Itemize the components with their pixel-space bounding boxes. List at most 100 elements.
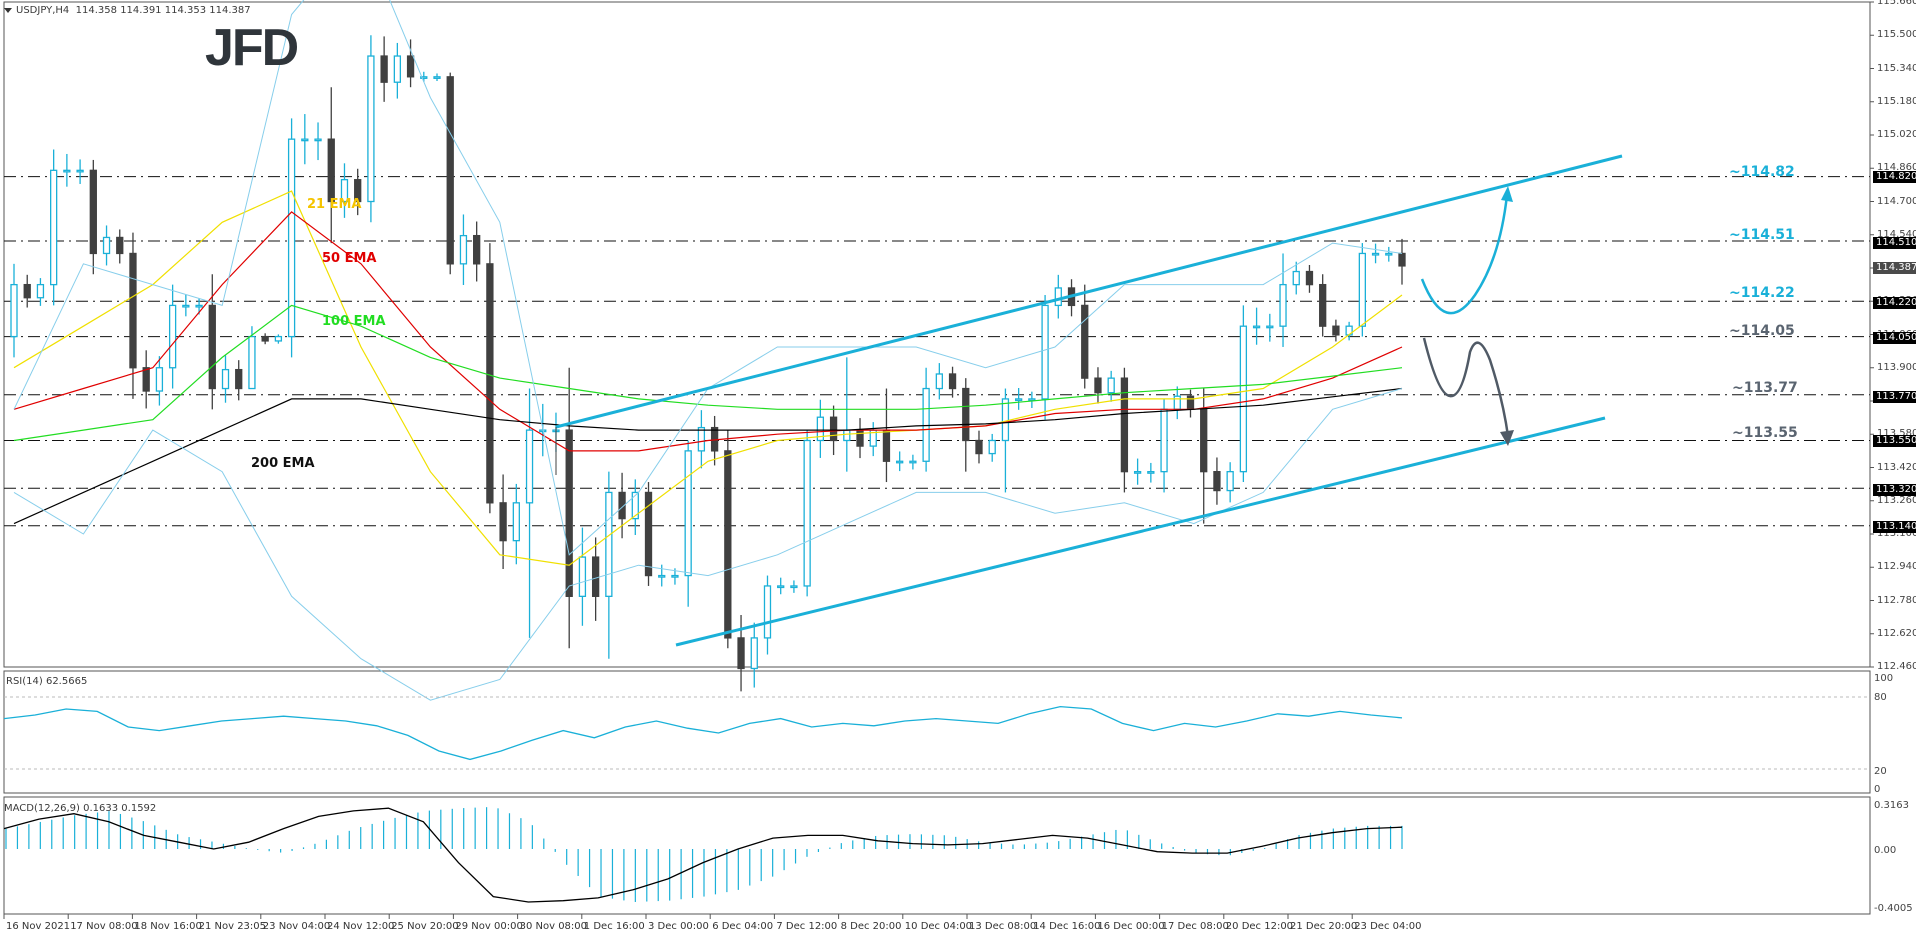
- ema100-line: [13, 304, 1403, 442]
- ohlc-values: 114.358 114.391 114.353 114.387: [75, 5, 251, 16]
- candle-body: [129, 252, 137, 369]
- candle-body: [36, 283, 45, 299]
- candle-body: [1292, 270, 1300, 286]
- level-label-114-82: ~114.82: [1729, 164, 1795, 180]
- candle-body: [843, 429, 851, 442]
- candle-body: [790, 585, 798, 589]
- candle-body: [1279, 283, 1287, 327]
- candle-body: [1319, 283, 1327, 327]
- candle-body: [1239, 325, 1248, 473]
- time-axis-tick: 7 Dec 12:00: [776, 921, 838, 932]
- candle-body: [1133, 471, 1142, 474]
- candle-body: [1001, 398, 1010, 442]
- macd-pane-frame: [3, 796, 1871, 915]
- candle-body: [935, 373, 943, 390]
- price-axis-tick: 114.860: [1877, 162, 1916, 174]
- time-axis-tick: 25 Nov 20:00: [391, 921, 459, 932]
- rsi-axis-80: 80: [1874, 692, 1887, 703]
- time-axis-tick: 21 Dec 20:00: [1290, 921, 1358, 932]
- candle-body: [367, 55, 375, 203]
- candle-body: [631, 491, 639, 520]
- candle-body: [354, 179, 362, 203]
- candle-body: [1094, 377, 1102, 394]
- candle-body: [1054, 287, 1062, 307]
- price-tag-113-770: 113.770: [1873, 391, 1916, 403]
- candle-body: [882, 429, 891, 462]
- price-axis-tick: 113.100: [1877, 528, 1916, 539]
- candle-body: [763, 585, 772, 639]
- candle-body: [1160, 408, 1168, 473]
- candle-body: [182, 304, 190, 308]
- candle-body: [1200, 408, 1208, 473]
- candle-body: [1226, 471, 1234, 492]
- ema50-line: [13, 211, 1403, 452]
- price-axis-tick: 115.340: [1877, 62, 1916, 74]
- price-tag-113-550: 113.550: [1873, 435, 1916, 447]
- price-axis-tick: 114.540: [1877, 228, 1916, 240]
- candle-body: [116, 236, 124, 255]
- candle-body: [605, 491, 613, 597]
- price-axis-tick: 115.500: [1877, 29, 1916, 41]
- time-axis-tick: 3 Dec 00:00: [648, 921, 709, 932]
- price-axis-tick: 113.580: [1877, 428, 1916, 440]
- price-tag-113-320: 113.320: [1873, 484, 1916, 496]
- candle-body: [1147, 471, 1155, 474]
- time-axis-tick: 16 Dec 00:00: [1097, 921, 1165, 932]
- candle-body: [406, 55, 415, 78]
- time-axis-tick: 24 Nov 12:00: [327, 921, 395, 932]
- candle-body: [499, 502, 507, 542]
- candle-body: [1081, 304, 1089, 379]
- candle-body: [393, 55, 402, 83]
- ema21-label: 21 EMA: [307, 197, 362, 212]
- candle-body: [909, 460, 917, 464]
- rsi-label: RSI(14) 62.5665: [6, 676, 88, 687]
- time-axis-tick: 16 Nov 2021: [6, 921, 71, 932]
- candle-body: [1266, 325, 1274, 329]
- candle-body: [1186, 395, 1195, 410]
- channel-upper-line: [555, 154, 1623, 429]
- candle-body: [962, 387, 970, 442]
- level-label-113-77: ~113.77: [1732, 380, 1798, 396]
- candle-body: [988, 439, 996, 455]
- bullish-projection-arrow: [1420, 194, 1509, 315]
- candle-body: [1107, 377, 1115, 394]
- candle-body: [1173, 395, 1181, 410]
- candle-body: [63, 169, 71, 173]
- price-axis-tick: 115.180: [1877, 95, 1916, 107]
- candle-body: [1252, 325, 1261, 329]
- time-axis-tick: 21 Nov 23:05: [198, 921, 267, 932]
- symbol-header: USDJPY,H4 114.358 114.391 114.353 114.38…: [4, 5, 251, 16]
- arrow-head-up-icon: [1501, 186, 1513, 202]
- time-axis-tick: 29 Nov 00:00: [455, 921, 523, 932]
- candle-body: [380, 55, 388, 83]
- candle-body: [261, 335, 269, 342]
- candle-body: [1398, 252, 1406, 267]
- time-axis-tick: 14 Dec 16:00: [1033, 921, 1101, 932]
- candle-body: [248, 335, 256, 390]
- collapse-triangle-icon[interactable]: [4, 7, 12, 13]
- price-axis-tick: 115.660: [1877, 0, 1916, 7]
- macd-label: MACD(12,26,9) 0.1633 0.1592: [4, 803, 157, 814]
- candle-body: [473, 234, 481, 265]
- candle-body: [274, 335, 283, 342]
- time-axis-tick: 10 Dec 04:00: [904, 921, 973, 932]
- candle-body: [340, 179, 349, 203]
- candle-body: [1041, 304, 1049, 400]
- time-axis-tick: 30 Nov 08:00: [519, 921, 588, 932]
- level-label-114-05: ~114.05: [1729, 323, 1795, 339]
- price-axis-tick: 115.020: [1877, 129, 1916, 140]
- candle-body: [314, 138, 322, 142]
- candle-body: [856, 429, 864, 447]
- macd-axis-top: 0.3163: [1874, 800, 1909, 811]
- candle-body: [1014, 398, 1023, 402]
- jfd-logo: JFD: [205, 19, 299, 77]
- main-pane-frame: [3, 1, 1871, 668]
- ema100-label: 100 EMA: [322, 314, 386, 329]
- candle-body: [1385, 252, 1393, 256]
- ema200-label: 200 EMA: [251, 456, 315, 471]
- candle-body: [10, 283, 18, 338]
- candle-body: [235, 368, 243, 390]
- candle-body: [486, 263, 494, 504]
